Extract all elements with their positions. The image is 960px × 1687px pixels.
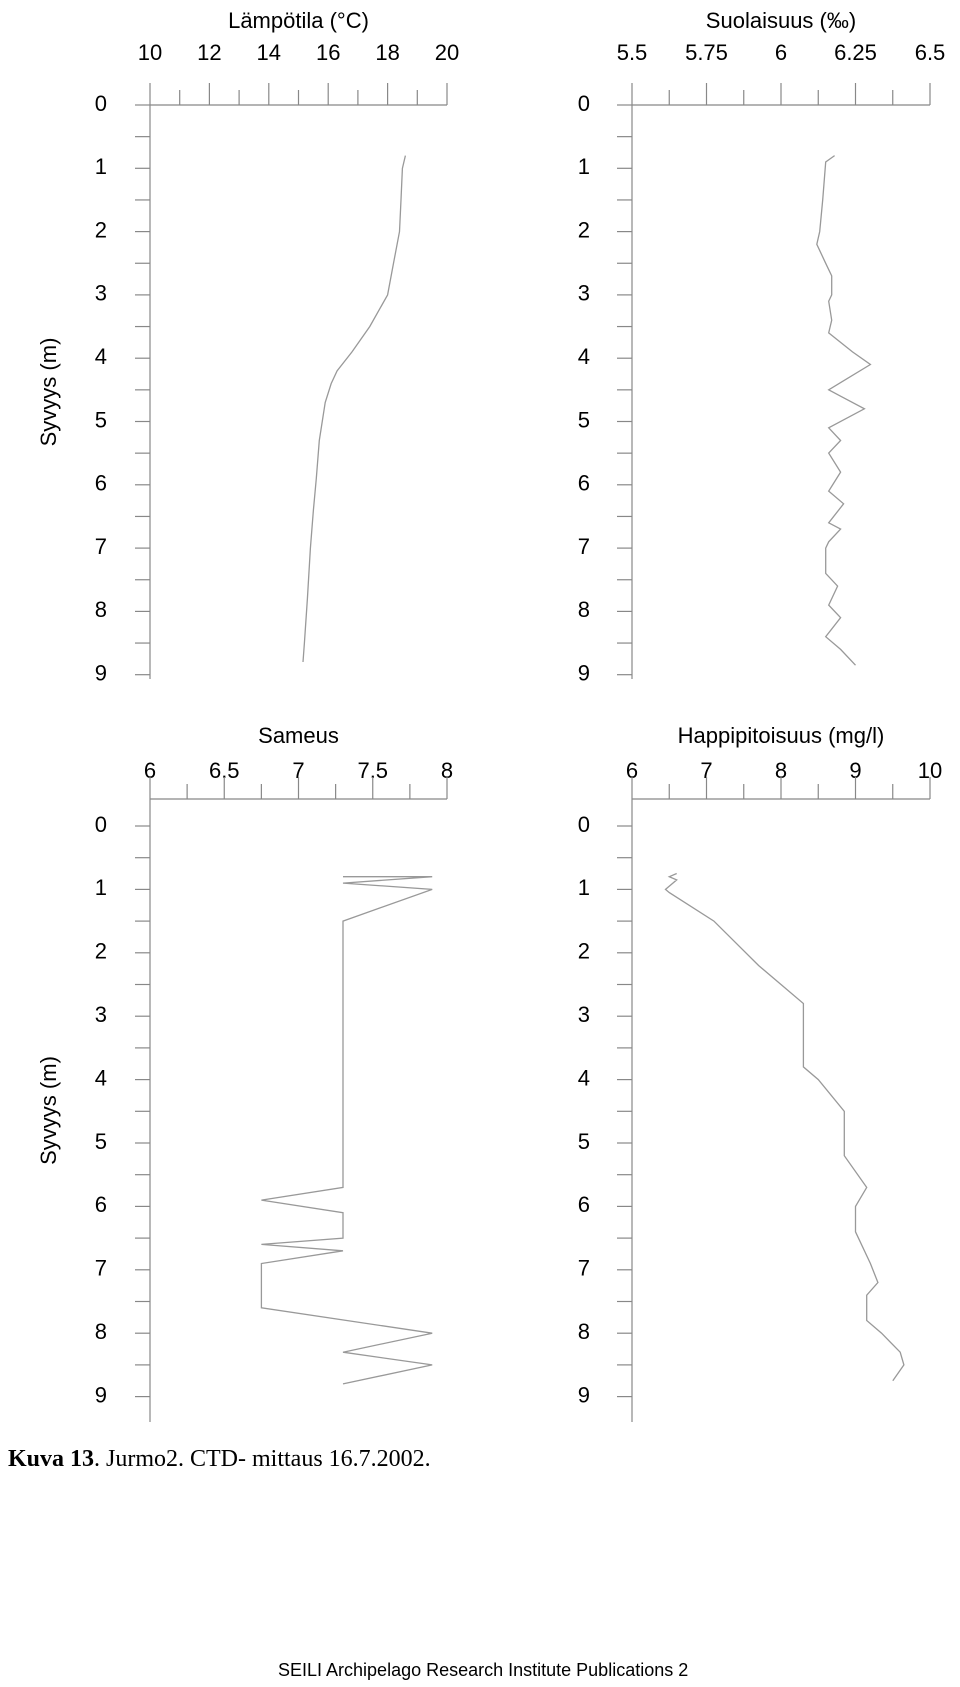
temperature-y-tick-label: 4: [95, 344, 107, 369]
turbidity-title: Sameus: [258, 723, 339, 748]
oxygen-title: Happipitoisuus (mg/l): [678, 723, 885, 748]
turbidity-y-tick-label: 3: [95, 1002, 107, 1027]
salinity-y-tick-label: 9: [578, 661, 590, 686]
oxygen-x-tick-label: 6: [626, 758, 638, 783]
salinity-x-tick-label: 6: [775, 40, 787, 65]
oxygen-x-tick-label: 7: [700, 758, 712, 783]
turbidity-y-tick-label: 6: [95, 1192, 107, 1217]
oxygen-y-tick-label: 8: [578, 1319, 590, 1344]
turbidity-y-axis-title: Syvyys (m): [36, 1056, 61, 1165]
oxygen-y-tick-label: 9: [578, 1382, 590, 1407]
caption-label: Kuva 13: [8, 1446, 95, 1472]
turbidity-x-tick-label: 6: [144, 758, 156, 783]
turbidity-y-tick-label: 1: [95, 875, 107, 900]
page-footer: SEILI Archipelago Research Institute Pub…: [278, 1660, 689, 1680]
salinity-y-tick-label: 4: [578, 344, 590, 369]
turbidity-y-tick-label: 4: [95, 1065, 107, 1090]
temperature-y-tick-label: 8: [95, 597, 107, 622]
oxygen-x-tick-label: 9: [849, 758, 861, 783]
temperature-x-tick-label: 20: [435, 40, 459, 65]
temperature-series-line: [302, 155, 407, 663]
turbidity-y-tick-label: 7: [95, 1256, 107, 1281]
oxygen-y-tick-label: 0: [578, 812, 590, 837]
temperature-y-tick-label: 1: [95, 154, 107, 179]
salinity-y-tick-label: 6: [578, 471, 590, 496]
turbidity-y-tick-label: 9: [95, 1382, 107, 1407]
salinity-x-tick-label: 6.25: [834, 40, 877, 65]
salinity-title: Suolaisuus (‰): [706, 8, 856, 33]
temperature-y-tick-label: 3: [95, 281, 107, 306]
salinity-y-tick-label: 5: [578, 407, 590, 432]
salinity-y-tick-label: 8: [578, 597, 590, 622]
salinity-y-tick-label: 2: [578, 217, 590, 242]
temperature-y-tick-label: 7: [95, 534, 107, 559]
turbidity-y-tick-label: 2: [95, 939, 107, 964]
temperature-x-tick-label: 18: [375, 40, 399, 65]
temperature-panel: Lämpötila (°C)10 12 14 16 18 200123456789Syvy…: [36, 8, 459, 686]
oxygen-y-tick-label: 6: [578, 1192, 590, 1217]
turbidity-y-tick-label: 8: [95, 1319, 107, 1344]
turbidity-x-tick-label: 8: [441, 758, 453, 783]
turbidity-y-tick-label: 5: [95, 1129, 107, 1154]
turbidity-y-tick-label: 0: [95, 812, 107, 837]
turbidity-x-tick-label: 7: [292, 758, 304, 783]
temperature-x-tick-label: 16: [316, 40, 340, 65]
temperature-x-tick-label: 10: [138, 40, 162, 65]
oxygen-series-line: [664, 872, 905, 1382]
oxygen-x-tick-label: 8: [775, 758, 787, 783]
oxygen-y-tick-label: 5: [578, 1129, 590, 1154]
oxygen-y-tick-label: 1: [578, 875, 590, 900]
salinity-x-tick-label: 6.5: [915, 40, 946, 65]
oxygen-y-tick-label: 2: [578, 939, 590, 964]
temperature-y-tick-label: 2: [95, 217, 107, 242]
temperature-y-axis-title: Syvyys (m): [36, 338, 61, 447]
oxygen-y-tick-label: 3: [578, 1002, 590, 1027]
salinity-series-line: [816, 155, 872, 666]
turbidity-series-line: [260, 876, 433, 1385]
temperature-title: Lämpötila (°C): [228, 8, 369, 33]
salinity-y-tick-label: 7: [578, 534, 590, 559]
oxygen-y-tick-label: 4: [578, 1065, 590, 1090]
temperature-y-tick-label: 6: [95, 471, 107, 496]
temperature-x-tick-label: 12: [197, 40, 221, 65]
temperature-y-tick-label: 5: [95, 407, 107, 432]
temperature-x-tick-label: 14: [257, 40, 281, 65]
figure-caption: Kuva 13. Jurmo2. CTD- mittaus 16.7.2002.: [8, 1446, 431, 1473]
oxygen-y-tick-label: 7: [578, 1256, 590, 1281]
salinity-y-tick-label: 1: [578, 154, 590, 179]
caption-text: . Jurmo2. CTD- mittaus 16.7.2002.: [94, 1446, 431, 1472]
salinity-x-tick-label: 5.5: [617, 40, 648, 65]
temperature-y-tick-label: 9: [95, 661, 107, 686]
temperature-y-tick-label: 0: [95, 91, 107, 116]
salinity-panel: Suolaisuus (‰) 5.5 5.75 6 6.25 6.5 0 1 2 3 4 5 6 7 8 9: [578, 8, 946, 686]
salinity-x-tick-label: 5.75: [685, 40, 728, 65]
salinity-y-tick-label: 0: [578, 91, 590, 116]
salinity-y-tick-label: 3: [578, 281, 590, 306]
